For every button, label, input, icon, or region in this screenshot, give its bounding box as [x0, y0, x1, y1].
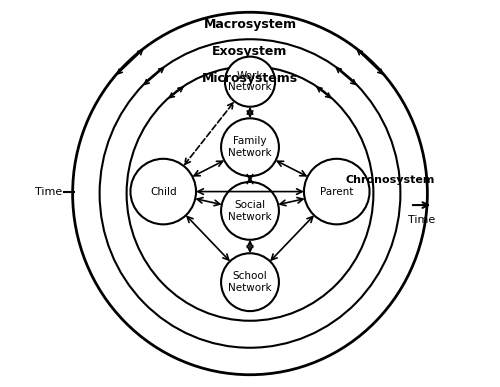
- Circle shape: [304, 159, 370, 224]
- Circle shape: [221, 182, 279, 240]
- Text: School
Network: School Network: [228, 271, 272, 293]
- Text: Microsystems: Microsystems: [202, 72, 298, 85]
- Circle shape: [221, 118, 279, 176]
- Text: Work
Network: Work Network: [228, 71, 272, 92]
- Circle shape: [130, 159, 196, 224]
- Circle shape: [225, 57, 275, 107]
- Text: Macrosystem: Macrosystem: [204, 18, 296, 31]
- Text: Chronosystem: Chronosystem: [346, 175, 435, 185]
- Text: Social
Network: Social Network: [228, 200, 272, 222]
- Text: Time: Time: [408, 215, 435, 225]
- Text: Family
Network: Family Network: [228, 137, 272, 158]
- Text: Child: Child: [150, 187, 176, 197]
- Text: Parent: Parent: [320, 187, 354, 197]
- Text: Exosystem: Exosystem: [212, 45, 288, 58]
- Circle shape: [221, 253, 279, 311]
- Text: Time: Time: [35, 187, 62, 197]
